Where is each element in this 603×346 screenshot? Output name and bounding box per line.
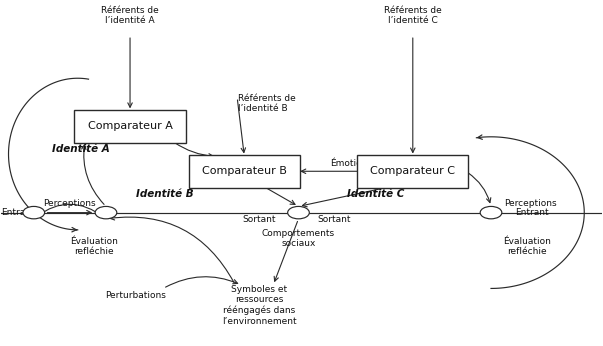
Text: Identité A: Identité A <box>52 144 110 154</box>
FancyBboxPatch shape <box>189 155 300 188</box>
Circle shape <box>288 207 309 219</box>
Text: Sortant: Sortant <box>318 215 352 224</box>
Text: Entrant: Entrant <box>515 208 549 217</box>
Text: Perceptions: Perceptions <box>504 200 556 209</box>
Text: Entrant: Entrant <box>1 208 34 217</box>
Text: Symboles et
ressources
rééngagés dans
l’environnement: Symboles et ressources rééngagés dans l’… <box>222 285 297 326</box>
Text: Comparateur B: Comparateur B <box>202 166 287 176</box>
Circle shape <box>480 207 502 219</box>
Text: Référents de
l’identité B: Référents de l’identité B <box>238 94 296 113</box>
Text: Comparateur C: Comparateur C <box>370 166 455 176</box>
Text: Évaluation
refléchie: Évaluation refléchie <box>503 237 551 256</box>
Circle shape <box>95 207 117 219</box>
Text: Perturbations: Perturbations <box>106 291 166 300</box>
Text: Comportements
sociaux: Comportements sociaux <box>262 229 335 248</box>
Text: Perceptions: Perceptions <box>43 200 96 209</box>
Circle shape <box>23 207 45 219</box>
FancyBboxPatch shape <box>74 110 186 143</box>
Text: Référents de
l’identité C: Référents de l’identité C <box>384 6 441 25</box>
Text: Émotions: Émotions <box>330 159 373 168</box>
Text: Évaluation
refléchie: Évaluation refléchie <box>70 237 118 256</box>
Text: Référents de
l’identité A: Référents de l’identité A <box>101 6 159 25</box>
Text: Identité C: Identité C <box>347 189 404 199</box>
FancyBboxPatch shape <box>357 155 469 188</box>
Text: Identité B: Identité B <box>136 189 194 199</box>
Text: Sortant: Sortant <box>242 215 276 224</box>
Text: Comparateur A: Comparateur A <box>87 121 172 131</box>
